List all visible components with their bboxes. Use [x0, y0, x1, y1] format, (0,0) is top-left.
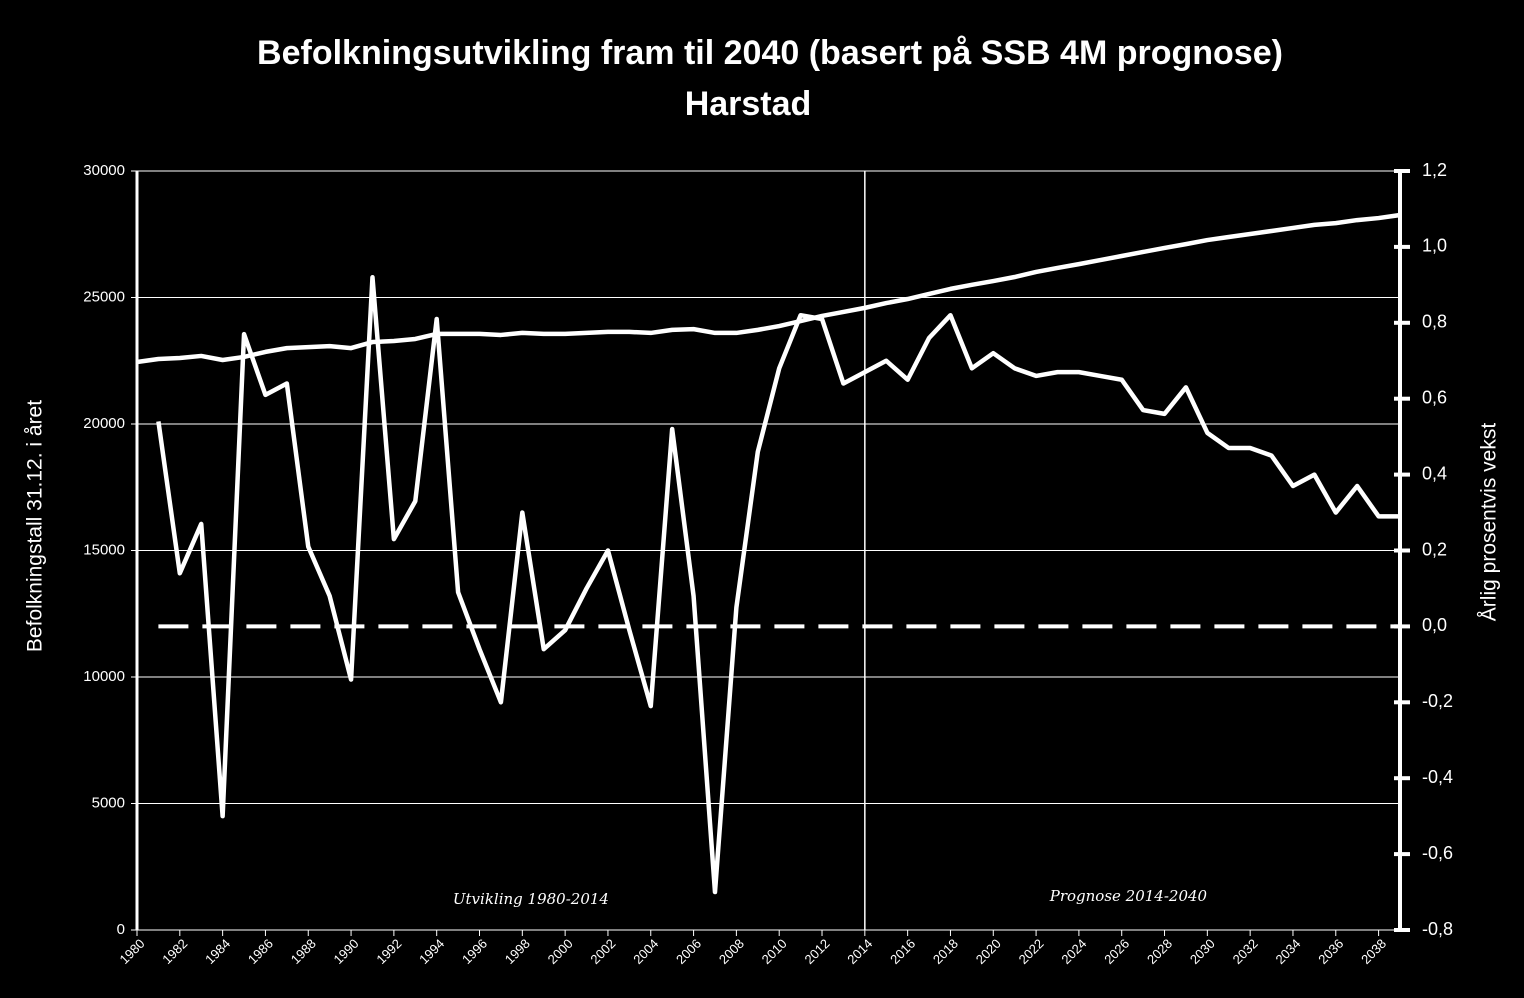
series-line — [156, 275, 1400, 895]
y-tick-label: 15000 — [83, 541, 125, 558]
y2-tick-label: 0,4 — [1422, 463, 1447, 483]
x-tick-label: 2004 — [630, 936, 661, 967]
x-tick-label: 1984 — [202, 936, 233, 967]
y-tick-label: 25000 — [83, 288, 125, 305]
y2-tick-label: -0,8 — [1422, 919, 1453, 939]
x-tick-label: 2024 — [1058, 936, 1089, 967]
y2-tick-label: 1,0 — [1422, 236, 1447, 256]
chart-subtitle: Harstad — [685, 85, 812, 123]
x-tick-label: 1980 — [116, 936, 147, 967]
annotation: Utvikling 1980-2014 — [453, 890, 609, 908]
y-tick-label: 30000 — [83, 162, 125, 179]
x-tick-label: 2010 — [759, 936, 790, 967]
x-tick-label: 2000 — [545, 936, 576, 967]
x-tick-label: 2012 — [802, 936, 833, 967]
x-tick-label: 2038 — [1358, 936, 1389, 967]
y2-tick-label: 0,0 — [1422, 615, 1447, 635]
y-tick-label: 5000 — [92, 794, 125, 811]
y2-tick-label: 0,2 — [1422, 539, 1447, 559]
y2-tick-label: 0,8 — [1422, 312, 1447, 332]
x-tick-label: 2002 — [587, 936, 618, 967]
chart-title: Befolkningsutvikling fram til 2040 (base… — [257, 34, 1283, 72]
x-tick-label: 2006 — [673, 936, 704, 967]
y2-tick-label: 1,2 — [1422, 160, 1447, 180]
x-tick-label: 1990 — [331, 936, 362, 967]
x-tick-label: 1994 — [416, 936, 447, 967]
y-tick-label: 0 — [117, 921, 125, 938]
x-tick-label: 2020 — [973, 936, 1004, 967]
y2-tick-label: 0,6 — [1422, 387, 1447, 407]
x-tick-label: 2036 — [1315, 936, 1346, 967]
x-tick-label: 2028 — [1144, 936, 1175, 967]
y-axis-label: Befolkningstall 31.12. i året — [24, 400, 47, 652]
annotation: Prognose 2014-2040 — [1049, 887, 1208, 905]
y2-axis-label: Årlig prosentvis vekst — [1478, 423, 1501, 622]
x-tick-label: 1996 — [459, 936, 490, 967]
x-tick-label: 2018 — [930, 936, 961, 967]
x-tick-label: 2030 — [1187, 936, 1218, 967]
x-tick-label: 2008 — [716, 936, 747, 967]
series-line — [136, 212, 1401, 365]
x-tick-label: 2032 — [1230, 936, 1261, 967]
x-tick-label: 1988 — [288, 936, 319, 967]
y-tick-label: 10000 — [83, 668, 125, 685]
y2-tick-label: -0,4 — [1422, 767, 1453, 787]
x-tick-label: 2014 — [844, 936, 875, 967]
x-tick-label: 1998 — [502, 936, 533, 967]
x-tick-label: 1982 — [159, 936, 190, 967]
x-tick-label: 2034 — [1272, 936, 1303, 967]
x-tick-label: 2026 — [1101, 936, 1132, 967]
y2-tick-label: -0,6 — [1422, 843, 1453, 863]
x-tick-label: 2016 — [887, 936, 918, 967]
x-tick-label: 1986 — [245, 936, 276, 967]
y2-tick-label: -0,2 — [1422, 691, 1453, 711]
x-tick-label: 1992 — [373, 936, 404, 967]
x-tick-label: 2022 — [1016, 936, 1047, 967]
y-tick-label: 20000 — [83, 415, 125, 432]
